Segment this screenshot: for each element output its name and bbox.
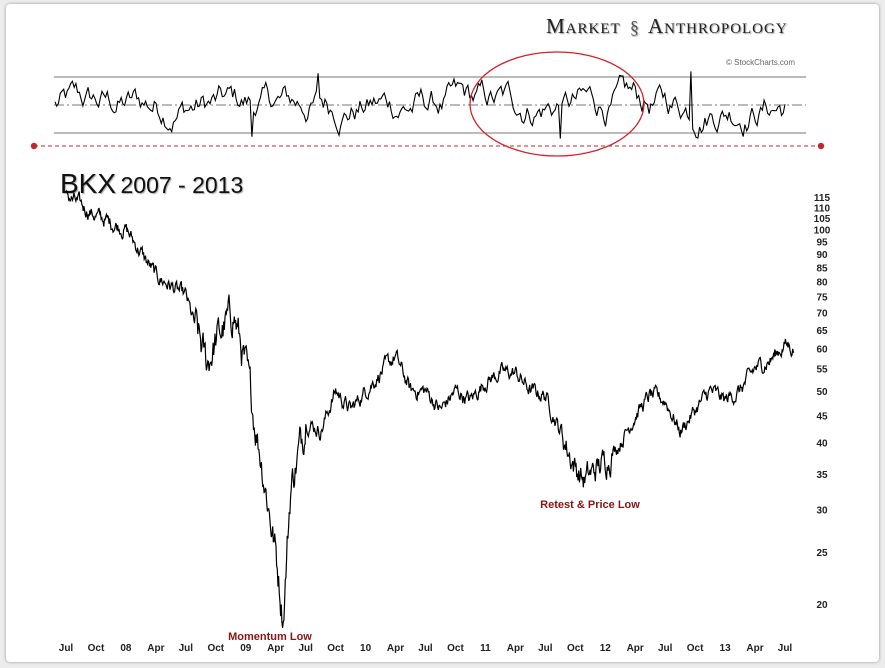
brand-word-left: Market bbox=[546, 14, 621, 38]
watermark-text: © StockCharts.com bbox=[726, 58, 796, 67]
y-tick-label: 105 bbox=[814, 214, 831, 225]
x-tick-label: Jul bbox=[298, 643, 313, 654]
y-tick-label: 110 bbox=[814, 203, 831, 214]
x-tick-label: 12 bbox=[600, 643, 612, 654]
x-tick-label: 13 bbox=[720, 643, 732, 654]
y-tick-label: 65 bbox=[816, 326, 828, 337]
chart-frame bbox=[6, 4, 879, 662]
y-tick-label: 45 bbox=[816, 411, 828, 422]
chart-title: BKX 2007 - 2013 bbox=[60, 168, 243, 200]
x-tick-label: Apr bbox=[147, 643, 164, 654]
x-tick-label: Oct bbox=[88, 643, 105, 654]
x-tick-label: Jul bbox=[658, 643, 673, 654]
y-tick-label: 40 bbox=[816, 439, 828, 450]
momentum-line bbox=[54, 71, 786, 139]
y-tick-label: 90 bbox=[816, 250, 828, 261]
x-tick-label: Apr bbox=[627, 643, 644, 654]
x-tick-label: Jul bbox=[778, 643, 793, 654]
dna-icon: § bbox=[629, 17, 640, 37]
y-tick-label: 80 bbox=[816, 277, 828, 288]
x-tick-label: Jul bbox=[59, 643, 74, 654]
y-tick-label: 75 bbox=[816, 292, 828, 303]
x-tick-label: Oct bbox=[447, 643, 464, 654]
x-tick-label: 10 bbox=[360, 643, 372, 654]
chart-title-symbol: BKX bbox=[60, 168, 117, 199]
x-tick-label: Apr bbox=[507, 643, 524, 654]
x-tick-label: Oct bbox=[207, 643, 224, 654]
momentum-low-annotation: Momentum Low bbox=[228, 631, 312, 643]
x-tick-label: Apr bbox=[746, 643, 763, 654]
y-tick-label: 25 bbox=[816, 548, 828, 559]
y-tick-label: 85 bbox=[816, 263, 828, 274]
y-tick-label: 20 bbox=[816, 600, 828, 611]
y-tick-label: 50 bbox=[816, 387, 828, 398]
x-tick-label: 11 bbox=[480, 643, 491, 654]
brand-word-right: Anthropology bbox=[648, 14, 788, 38]
chart-title-years: 2007 - 2013 bbox=[120, 172, 244, 198]
x-tick-label: 09 bbox=[240, 643, 252, 654]
y-tick-label: 55 bbox=[816, 365, 828, 376]
x-tick-label: Oct bbox=[327, 643, 344, 654]
x-tick-label: Oct bbox=[567, 643, 584, 654]
x-tick-label: Jul bbox=[179, 643, 194, 654]
price-line bbox=[65, 189, 795, 628]
x-tick-label: Apr bbox=[267, 643, 284, 654]
y-tick-label: 95 bbox=[816, 237, 828, 248]
y-tick-label: 35 bbox=[816, 470, 828, 481]
y-tick-label: 115 bbox=[814, 193, 831, 204]
x-tick-label: Apr bbox=[387, 643, 404, 654]
dashed-line-left-dot bbox=[30, 142, 38, 150]
retest-low-annotation: Retest & Price Low bbox=[540, 499, 640, 511]
y-tick-label: 100 bbox=[814, 226, 831, 237]
x-tick-label: Jul bbox=[538, 643, 553, 654]
x-tick-label: Oct bbox=[687, 643, 704, 654]
highlight-circle bbox=[469, 51, 645, 157]
dashed-line-right-dot bbox=[817, 142, 825, 150]
y-tick-label: 30 bbox=[816, 506, 828, 517]
x-tick-label: Jul bbox=[418, 643, 433, 654]
brand-logo: Market § Anthropology bbox=[546, 14, 788, 39]
x-tick-label: 08 bbox=[120, 643, 132, 654]
y-tick-label: 70 bbox=[816, 309, 828, 320]
y-tick-label: 60 bbox=[816, 344, 828, 355]
